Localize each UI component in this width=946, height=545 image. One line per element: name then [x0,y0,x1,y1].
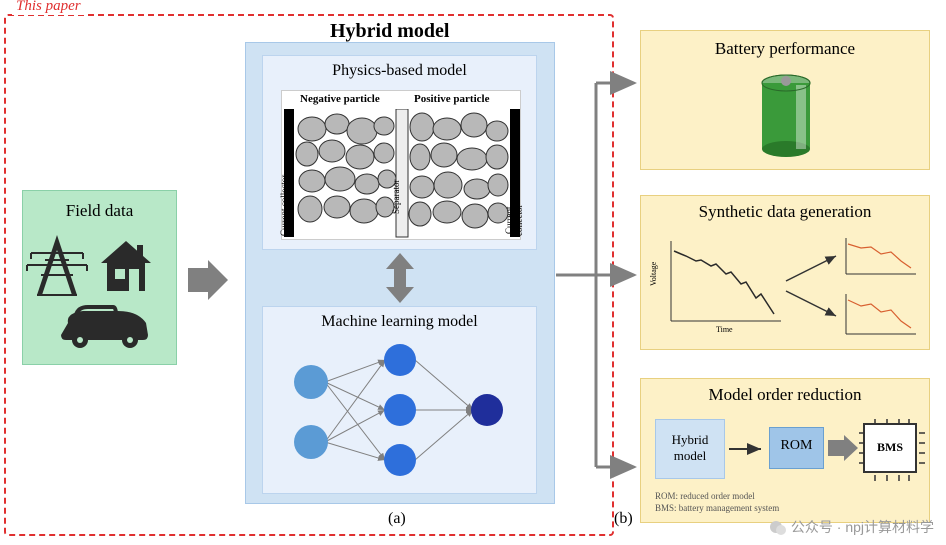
mor-hybrid-box: Hybrid model [655,419,725,479]
neg-particle-label: Negative particle [300,93,380,105]
panel-a-label: (a) [388,510,406,528]
pos-particle-label: Positive particle [414,93,489,105]
neural-network [263,337,538,492]
rom-note: ROM: reduced order model [655,491,755,501]
wechat-icon [769,519,787,537]
cc-right-label: Current collector [504,205,524,236]
arrow-hybrid-rom [727,439,767,459]
cc-left-label: Current collector [279,175,289,236]
bms-box: BMS [863,423,917,473]
rom-box: ROM [769,427,824,469]
watermark: 公众号 · npj计算材料学 [769,517,934,537]
chip-pins [859,419,925,481]
mor-box: Model order reduction Hybrid model ROM B… [640,378,930,523]
physics-model-box: Physics-based model Negative particle Po… [262,55,537,250]
field-data-label: Field data [23,201,176,221]
synth-title: Synthetic data generation [641,202,929,222]
bms-note: BMS: battery management system [655,503,779,513]
this-paper-label: This paper [12,0,85,15]
ml-model-box: Machine learning model [262,306,537,494]
battery-icon [736,71,836,161]
arrow-field-to-hybrid [186,260,230,300]
ylabel: Voltage [649,261,658,286]
field-data-icons [23,223,178,363]
rom-label: ROM [781,438,813,453]
panel-b-label: (b) [614,510,633,528]
mor-title: Model order reduction [641,385,929,405]
arrow-to-outputs [556,65,640,485]
arrow-rom-bms [826,435,860,461]
physics-label: Physics-based model [263,62,536,80]
mor-hybrid-label: Hybrid model [672,432,709,463]
separator-label: Separator [391,180,401,214]
synth-charts: Voltage Time [646,236,926,346]
xlabel: Time [716,325,733,334]
hybrid-title: Hybrid model [330,20,449,43]
battery-perf-box: Battery performance [640,30,930,170]
battery-perf-label: Battery performance [641,39,929,59]
field-data-box: Field data [22,190,177,365]
particle-diagram [282,109,522,239]
watermark-text: 公众号 · npj计算材料学 [791,519,934,535]
bidirectional-arrow [384,253,416,303]
synth-data-box: Synthetic data generation Voltage Time [640,195,930,350]
ml-label: Machine learning model [263,313,536,331]
